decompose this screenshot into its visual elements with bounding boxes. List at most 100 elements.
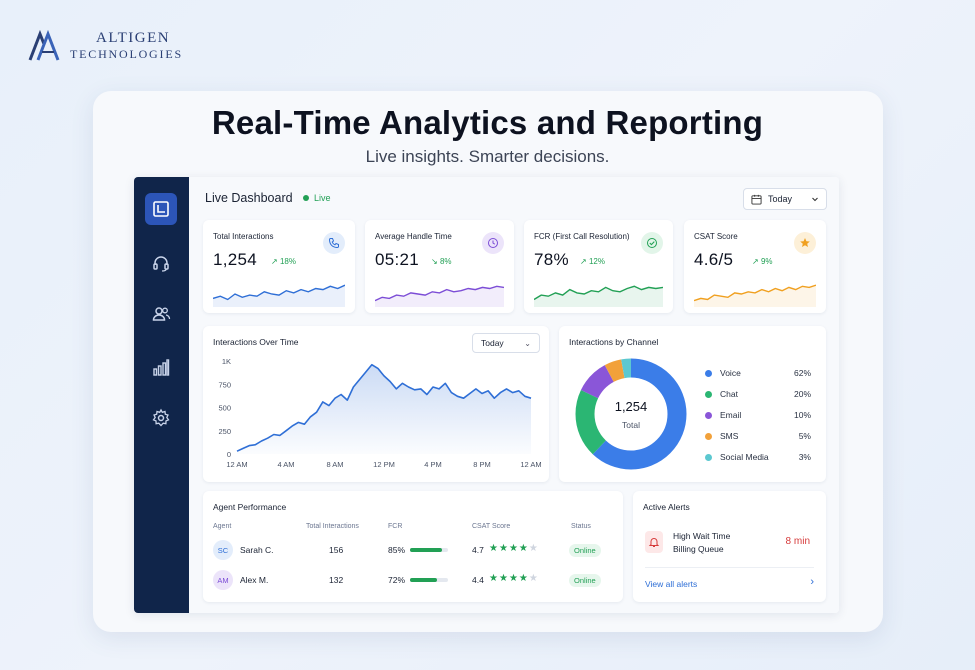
legend-item: SMS 5%: [705, 431, 811, 441]
legend-value: 20%: [793, 389, 811, 399]
legend-item: Email 10%: [705, 410, 811, 420]
agent-performance-panel: Agent Performance Agent Total Interactio…: [203, 491, 623, 602]
kpi-trend: ↗ 18%: [271, 257, 296, 266]
logo-line2: TECHNOLOGIES: [70, 46, 183, 61]
sparkline-area: [534, 286, 663, 307]
clock-icon: [482, 232, 504, 254]
altigen-logo-icon: [28, 29, 60, 61]
legend-item: Chat 20%: [705, 389, 811, 399]
agent-total: 156: [329, 545, 344, 555]
sidebar-item-headset[interactable]: [145, 247, 177, 279]
interactions-by-channel-panel: Interactions by Channel 1,254 Total Voic…: [559, 326, 826, 482]
agent-fcr: 85%: [388, 545, 406, 555]
view-all-alerts-link[interactable]: View all alerts: [645, 579, 698, 589]
kpi-value: 4.6/5: [694, 250, 734, 269]
sidebar-item-dashboard[interactable]: [145, 193, 177, 225]
legend-item: Social Media 3%: [705, 452, 811, 462]
sparkline-line: [213, 284, 345, 301]
kpi-value: 1,254: [213, 250, 258, 269]
legend-value: 62%: [793, 368, 811, 378]
y-tick-label: 1K: [222, 357, 231, 366]
agent-total: 132: [329, 575, 344, 585]
column-header-fcr: FCR: [388, 523, 403, 530]
channel-donut-chart: [575, 358, 687, 470]
donut-center-value: 1,254: [614, 399, 648, 414]
sparkline-area: [375, 286, 504, 307]
status-badge: Online: [569, 544, 601, 557]
chevron-down-icon: ⌄: [524, 338, 531, 348]
alert-title: High Wait Time: [673, 531, 731, 541]
interactions-area-chart: 0 250 500 750 1K 12 AM 4 AM 8 AM 12 PM 4 PM 8 PM 12…: [218, 357, 541, 469]
x-tick-label: 12 AM: [520, 460, 541, 469]
sparkline-csat: [694, 284, 816, 307]
kpi-label: Total Interactions: [213, 232, 274, 241]
y-tick-label: 500: [218, 404, 231, 413]
chevron-right-icon[interactable]: ›: [810, 576, 814, 588]
sparkline-average-handle-time: [375, 285, 504, 307]
legend-value: 5%: [798, 431, 811, 441]
main-content: Live Dashboard Live Today Total Interact…: [189, 177, 839, 613]
panel-title: Active Alerts: [643, 502, 690, 512]
donut-slice-chat: [575, 358, 687, 470]
legend-label: Social Media: [720, 452, 769, 462]
kpi-card-average-handle-time: Average Handle Time 05:21 ↘ 8%: [365, 220, 514, 313]
agent-fcr: 72%: [388, 575, 406, 585]
sparkline-area: [694, 285, 816, 307]
x-tick-label: 12 AM: [226, 460, 247, 469]
page-subheadline: Live insights. Smarter decisions.: [365, 147, 610, 166]
gear-icon: [152, 408, 170, 427]
phone-icon: [323, 232, 345, 254]
alert-subtitle: Billing Queue: [673, 544, 724, 554]
y-tick-label: 0: [227, 450, 231, 459]
y-tick-label: 750: [218, 380, 231, 389]
bar-chart-icon: [153, 359, 170, 376]
alert-divider: [645, 567, 814, 568]
calendar-icon: [751, 194, 762, 205]
active-alerts-panel: Active Alerts High Wait Time Billing Que…: [633, 491, 826, 602]
panel-title: Interactions by Channel: [569, 337, 659, 347]
sparkline-line: [375, 285, 504, 302]
dashboard-title: Live Dashboard: [205, 191, 293, 205]
headset-icon: [153, 256, 169, 272]
users-icon: [152, 307, 171, 321]
sidebar-item-users[interactable]: [145, 298, 177, 330]
sidebar-item-settings[interactable]: [145, 402, 177, 434]
x-tick-label: 12 PM: [373, 460, 395, 469]
live-dot-icon: [303, 195, 309, 201]
column-header-csat: CSAT Score: [472, 523, 511, 530]
timeline-filter-value: Today: [481, 338, 504, 348]
legend-label: Email: [720, 410, 742, 420]
kpi-label: FCR (First Call Resolution): [534, 232, 630, 241]
kpi-value: 05:21: [375, 250, 420, 269]
sidebar-item-reports[interactable]: [145, 352, 177, 384]
legend-swatch: [705, 453, 712, 461]
date-filter-select[interactable]: Today: [743, 188, 827, 210]
legend-swatch: [705, 390, 712, 398]
live-label: Live: [314, 193, 331, 203]
timeline-filter-select[interactable]: Today ⌄: [472, 333, 540, 353]
status-badge: Online: [569, 574, 601, 587]
alert-value: 8 min: [785, 536, 810, 547]
x-tick-label: 8 AM: [326, 460, 343, 469]
avatar: AM: [213, 570, 233, 590]
panel-title: Agent Performance: [213, 502, 287, 512]
kpi-label: CSAT Score: [694, 232, 738, 241]
legend-swatch: [705, 411, 712, 419]
legend-swatch: [705, 369, 712, 377]
kpi-value: 78%: [534, 250, 569, 269]
kpi-card-fcr: FCR (First Call Resolution) 78% ↗ 12%: [524, 220, 673, 313]
column-header-status: Status: [571, 523, 591, 530]
legend-value: 3%: [798, 452, 811, 462]
kpi-trend: ↘ 8%: [431, 257, 452, 266]
check-circle-icon: [641, 232, 663, 254]
bell-icon: [645, 531, 663, 553]
legend-label: Chat: [720, 389, 738, 399]
agent-csat: 4.4: [472, 575, 484, 585]
star-rating-icon: ★★★★★: [489, 543, 539, 554]
legend-item: Voice 62%: [705, 368, 811, 378]
dashboard-icon: [153, 201, 169, 217]
sparkline-fcr: [534, 285, 663, 307]
kpi-trend: ↗ 9%: [752, 257, 773, 266]
agent-csat: 4.7: [472, 545, 484, 555]
agent-name: Alex M.: [240, 575, 269, 585]
